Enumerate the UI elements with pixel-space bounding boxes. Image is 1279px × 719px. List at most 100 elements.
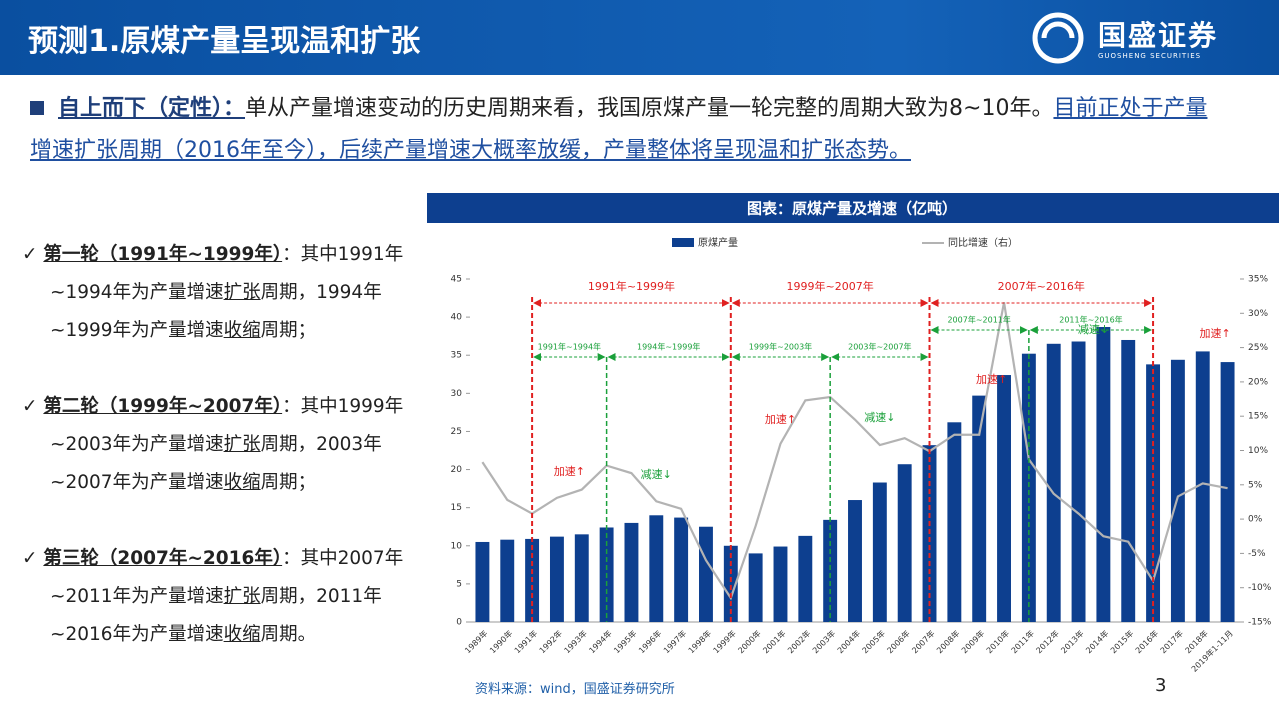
item-text: 周期，1994年~1999年为产量增速	[50, 282, 382, 341]
bar	[1121, 339, 1136, 622]
legend-label: 原煤产量	[698, 236, 738, 249]
item-text: 扩张	[223, 434, 261, 455]
phase-label: 1994年~1999年	[637, 342, 700, 352]
x-tick-label: 2005年	[860, 628, 887, 655]
item-text: 第二轮（1999年~2007年）	[43, 396, 283, 417]
bar	[649, 515, 664, 622]
note: 加速↑	[976, 373, 1007, 386]
bar	[574, 534, 589, 622]
x-tick-label: 2013年	[1059, 628, 1086, 655]
x-tick-label: 2004年	[835, 628, 862, 655]
bar	[997, 375, 1011, 622]
y2-tick-label: 10%	[1248, 446, 1268, 456]
y-tick-label: 30	[451, 389, 463, 399]
logo-icon	[1032, 12, 1084, 64]
page-number: 3	[1155, 675, 1167, 696]
x-tick-label: 2017年	[1158, 628, 1185, 655]
y-tick-label: 15	[451, 503, 462, 513]
item-text: 周期，2003年~2007年为产量增速	[50, 434, 382, 493]
item-text: ：其中2007年~2011年为产量增速	[50, 548, 404, 607]
y-tick-label: 10	[451, 541, 463, 551]
bar	[972, 395, 987, 622]
x-tick-label: 1994年	[587, 628, 614, 655]
bar	[798, 535, 813, 622]
x-tick-label: 2003年	[810, 628, 837, 655]
y-tick-label: 35	[451, 351, 462, 361]
phase-label: 1999年~2003年	[749, 342, 812, 352]
bar	[1220, 362, 1235, 622]
x-tick-label: 1998年	[686, 628, 713, 655]
item-text: 第一轮（1991年~1999年）	[43, 244, 283, 265]
bar	[897, 464, 912, 622]
bar	[872, 482, 887, 622]
cycle-label: 1991年~1999年	[588, 279, 675, 293]
y-tick-label: 0	[456, 618, 462, 628]
chart-banner	[427, 193, 1279, 223]
y-tick-label: 20	[451, 465, 463, 475]
x-tick-label: 2000年	[736, 628, 763, 655]
x-tick-label: 2006年	[885, 628, 912, 655]
x-tick-label: 1993年	[562, 628, 589, 655]
y2-tick-label: -5%	[1248, 549, 1266, 559]
x-tick-label: 2016年	[1133, 628, 1160, 655]
bullet-emphasis: 目前正处于产量增速扩张周期（2016年至今），后续产量增速大概率放缓，产量整体将…	[30, 96, 1208, 163]
bar	[848, 500, 862, 622]
x-tick-label: 2008年	[934, 628, 961, 655]
bar	[748, 553, 763, 622]
phase-label: 2011年~2016年	[1059, 315, 1122, 325]
x-tick-label: 2011年	[1009, 628, 1036, 655]
x-tick-label: 1997年	[661, 628, 688, 655]
x-tick-label: 2019年1-11月	[1189, 628, 1235, 674]
header-bar: 预测1.原煤产量呈现温和扩张 国盛证券 GUOSHENG SECURITIES	[0, 0, 1279, 75]
x-tick-label: 2014年	[1083, 628, 1110, 655]
bar	[500, 539, 515, 622]
item-text: 收缩	[223, 624, 261, 645]
bar	[1195, 351, 1210, 622]
x-tick-label: 2015年	[1108, 628, 1135, 655]
note: 减速↓	[641, 468, 672, 481]
y2-tick-label: 0%	[1248, 515, 1263, 525]
cycle-label: 1999年~2007年	[787, 279, 874, 293]
bar	[773, 546, 788, 622]
x-tick-label: 2012年	[1034, 628, 1061, 655]
item-text: 周期；	[260, 320, 317, 341]
x-tick-label: 2009年	[959, 628, 986, 655]
logo-text: 国盛证券	[1098, 19, 1219, 52]
cycle-item: ✓ 第三轮（2007年~2016年）：其中2007年~2011年为产量增速扩张周…	[22, 548, 404, 645]
y2-tick-label: -10%	[1248, 583, 1272, 593]
bar	[823, 519, 838, 622]
x-tick-label: 2007年	[910, 628, 937, 655]
y2-tick-label: 25%	[1248, 343, 1268, 353]
bar	[624, 522, 639, 622]
bar	[549, 536, 564, 622]
cycle-list: ✓ 第一轮（1991年~1999年）：其中1991年~1994年为产量增速扩张周…	[22, 236, 422, 692]
bullet-lead: 自上而下（定性）：	[58, 96, 246, 121]
y-tick-label: 5	[456, 579, 462, 589]
bar	[947, 422, 962, 622]
bar	[1096, 327, 1111, 622]
note: 加速↑	[554, 465, 585, 478]
legend-swatch	[672, 238, 694, 247]
x-tick-label: 1990年	[487, 628, 514, 655]
item-text: 扩张	[223, 586, 261, 607]
cycle-item: ✓ 第一轮（1991年~1999年）：其中1991年~1994年为产量增速扩张周…	[22, 244, 404, 341]
bar	[1021, 353, 1036, 622]
item-text: ：其中1999年~2003年为产量增速	[50, 396, 404, 455]
cycle-label: 2007年~2016年	[998, 279, 1085, 293]
x-tick-label: 2001年	[761, 628, 788, 655]
bar	[699, 526, 713, 622]
bar	[1046, 343, 1061, 622]
item-text: ：其中1991年~1994年为产量增速	[50, 244, 404, 303]
bar	[475, 541, 490, 622]
item-text: 第三轮（2007年~2016年）	[43, 548, 283, 569]
x-tick-label: 1991年	[512, 628, 539, 655]
x-tick-label: 1995年	[612, 628, 639, 655]
y-tick-label: 40	[451, 313, 463, 323]
x-tick-label: 2002年	[785, 628, 812, 655]
slide-title: 预测1.原煤产量呈现温和扩张	[28, 24, 421, 59]
item-text: 周期；	[260, 472, 317, 493]
item-text: 扩张	[223, 282, 261, 303]
y2-tick-label: 30%	[1248, 309, 1268, 319]
